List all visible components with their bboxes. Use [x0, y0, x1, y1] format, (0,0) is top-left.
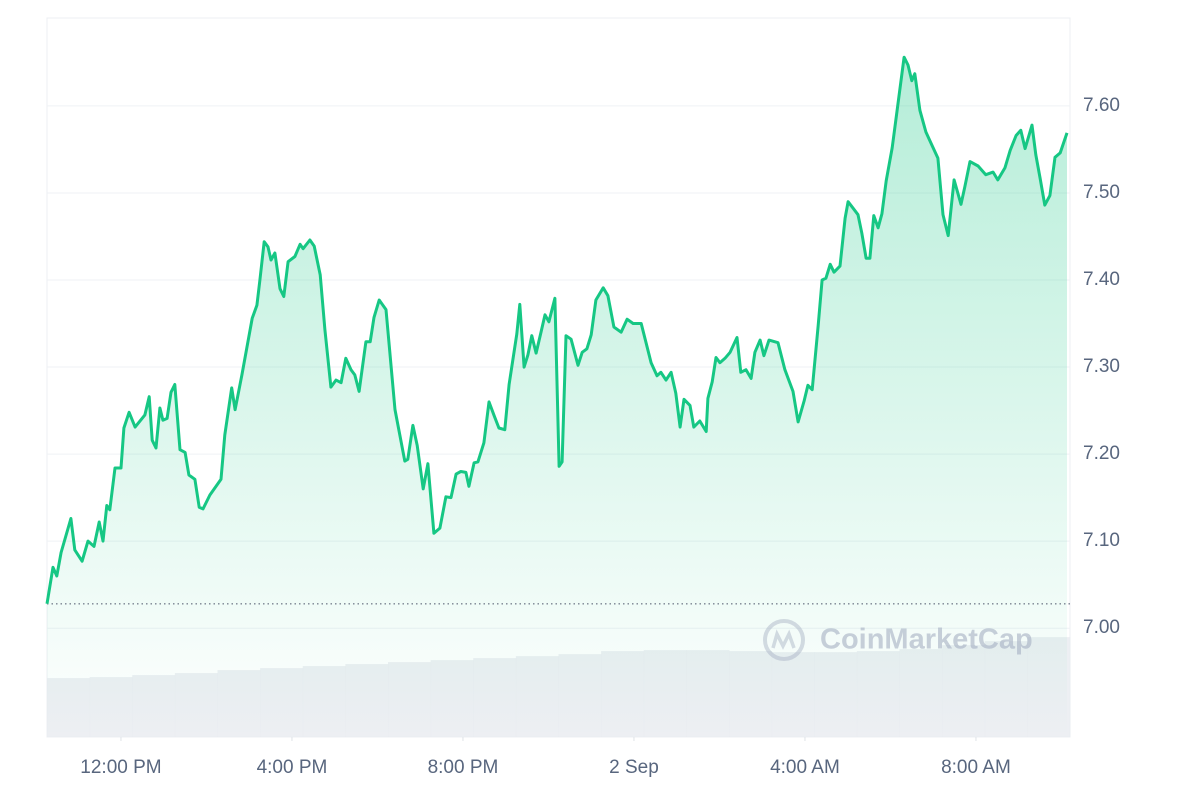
x-tick-label: 8:00 PM [428, 757, 499, 778]
x-tick-label: 4:00 PM [257, 757, 328, 778]
y-tick-label: 7.50 [1083, 182, 1120, 203]
x-tick-label: 8:00 AM [941, 757, 1011, 778]
y-tick-label: 7.40 [1083, 269, 1120, 290]
y-tick-label: 7.30 [1083, 356, 1120, 377]
price-line [45, 55, 1069, 605]
watermark: CoinMarketCap [820, 624, 1033, 656]
logo-mark [771, 629, 796, 650]
y-tick-label: 7.10 [1083, 530, 1120, 551]
y-tick-label: 7.20 [1083, 443, 1120, 464]
x-tick-label: 4:00 AM [770, 757, 840, 778]
watermark-logo [763, 619, 805, 661]
x-tick-label: 2 Sep [609, 757, 659, 778]
x-tick-label: 12:00 PM [80, 757, 161, 778]
y-tick-label: 7.60 [1083, 95, 1120, 116]
y-tick-label: 7.00 [1083, 617, 1120, 638]
logo-ring [763, 619, 805, 661]
